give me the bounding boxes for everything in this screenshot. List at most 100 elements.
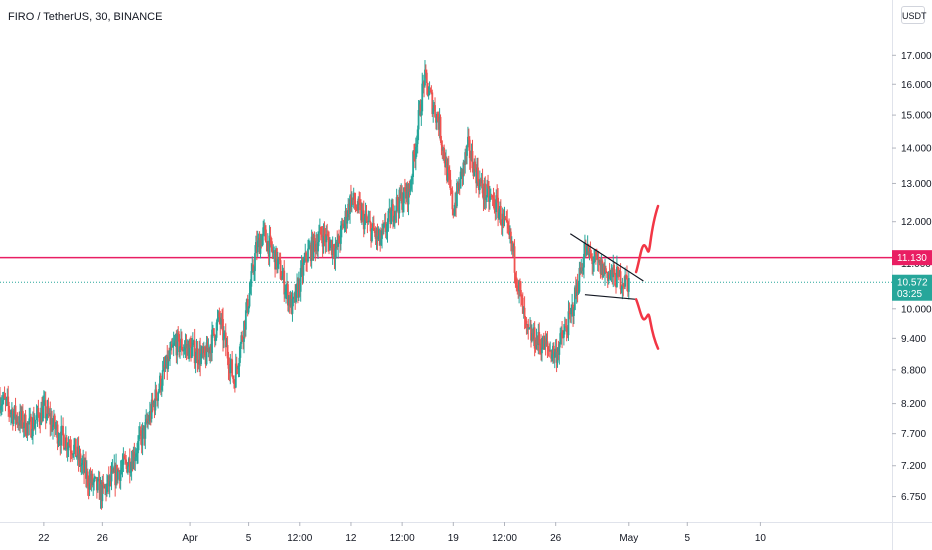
candle-body [488,186,490,202]
candle-body [476,167,478,184]
candle-body [306,261,308,263]
candle-body [354,204,357,208]
candle-body [194,357,197,364]
candle-body [254,253,256,272]
candle-body [240,335,243,344]
candle-body [109,475,112,482]
time-tick-label: 19 [448,533,460,544]
candle-body [123,455,126,459]
annotations[interactable] [634,204,660,350]
candle-body [35,415,38,420]
candle-body [7,396,10,406]
candle-body [126,463,128,473]
candle-body [508,228,510,235]
candle-body [75,456,78,458]
candle-body [285,288,287,292]
candle-body [465,152,468,156]
price-axis[interactable]: 17.00016.00015.00014.00013.00012.00011.0… [892,0,932,550]
trendlines[interactable] [569,233,644,300]
candle-body [339,242,341,244]
candle-body [556,351,559,363]
candle-body [79,453,82,467]
candle-body [520,290,522,295]
time-axis[interactable]: 22 26 Apr 5 12:00 12 12:00 19 12:00 26 May 5 10 [0,522,932,544]
candle-body [335,242,338,249]
candle-body [478,181,480,191]
candle-body [481,179,484,194]
currency-button[interactable]: USDT [901,6,927,24]
candle-body [85,471,88,479]
candle-body [141,427,144,446]
candle-body [150,399,153,419]
candle-body [513,246,516,273]
candle-body [66,447,69,450]
candle-body [164,367,167,369]
candle-body [277,257,280,260]
candle-body [207,347,210,353]
candle-body [95,477,98,491]
candle-body [276,248,278,269]
candle-body [245,299,248,311]
candle-body [520,294,523,298]
candle-body [420,111,423,116]
candle-body [619,271,622,290]
candle-body [167,356,170,370]
candle-body [271,247,274,253]
candle-body [94,477,96,479]
candle-body [97,479,100,481]
time-tick-label: 26 [550,533,562,544]
candle-body [36,407,39,416]
candle-body [563,326,566,332]
candle-body [562,337,564,339]
candle-body [598,260,601,263]
candle-body [509,231,511,235]
candle-body [265,229,267,243]
candle-body [156,399,159,401]
candle-body [264,227,266,230]
candle-body [574,287,577,296]
candle-body [547,346,550,350]
candle-body [450,189,453,191]
candle-body [118,471,121,481]
candle-body [377,236,380,240]
candle-body [135,453,138,458]
candle-body [487,184,489,187]
candle-body [605,268,607,272]
candle-body [290,295,293,314]
candle-body [144,422,147,439]
price-tick-label: 7.700 [901,429,926,440]
candle-body [498,212,500,218]
candle-body [389,208,392,225]
candle-body [434,105,436,117]
candle-body [26,422,29,436]
candle-body [270,238,273,248]
candle-body [318,232,320,243]
candle-body [386,221,389,232]
candle-body [205,342,208,365]
candle-body [223,332,225,341]
price-tick-label: 10.000 [901,304,932,315]
candle-body [436,113,439,121]
candle-body [84,461,86,473]
candle-body [239,343,242,358]
candle-body [251,264,254,272]
candle-body [415,144,418,147]
candle-body [341,223,344,225]
candle-body [509,231,512,244]
candle-body [395,197,398,212]
candle-body [243,321,245,342]
candle-body [242,339,245,342]
candle-body [329,240,332,243]
candle-body [249,286,252,293]
candle-body [332,244,335,255]
candle-body [21,411,23,421]
price-label-box [892,274,932,301]
candle-body [385,231,388,233]
candle-body [584,244,587,255]
candle-body [384,222,387,232]
candle-body [186,344,189,349]
candle-body [78,453,81,461]
candle-body [597,258,600,263]
candle-body [367,221,370,223]
